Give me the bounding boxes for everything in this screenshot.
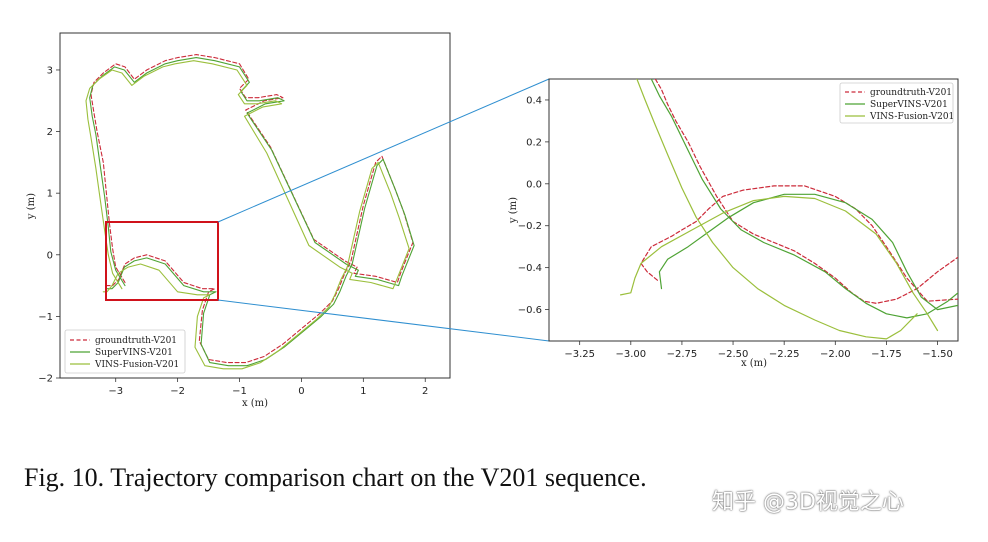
zoom-legend-label: SuperVINS-V201 (870, 100, 948, 110)
main-legend-label: groundtruth-V201 (95, 336, 177, 346)
main-y-tick-label: 0 (47, 250, 53, 261)
main-y-tick-label: 1 (47, 189, 53, 200)
zoom-series-supervins-line (658, 193, 958, 311)
zoom-series-vinsfusion-line (620, 195, 939, 332)
main-x-tick-label: −3 (108, 386, 123, 397)
zoom-trajectory-plot: −3.25 −3.00 −2.75 −2.50 −2.25 −2.00 −1.75 −1.50… (508, 78, 959, 369)
main-legend-label: VINS-Fusion-V201 (94, 360, 179, 370)
zoom-y-axis-label: y (m) (508, 197, 519, 224)
main-x-tick-label: 0 (298, 386, 304, 397)
zoom-highlight-box (105, 221, 219, 301)
main-series-supervins-line (89, 57, 415, 367)
main-x-tick-label: −2 (170, 386, 185, 397)
main-y-tick-label: −2 (38, 374, 53, 385)
zoom-x-tick-label: −3.00 (615, 349, 646, 360)
zoom-x-tick-label: −1.75 (871, 349, 902, 360)
main-y-tick-label: 2 (47, 127, 53, 138)
main-series-groundtruth-line (90, 54, 414, 364)
zoom-legend-label: VINS-Fusion-V201 (869, 112, 954, 122)
main-legend: groundtruth-V201 SuperVINS-V201 VINS-Fusio… (64, 329, 186, 374)
main-x-axis-label: x (m) (242, 398, 268, 409)
zoom-y-tick-label: −0.2 (518, 221, 542, 232)
zoom-x-tick-label: −1.50 (922, 349, 953, 360)
main-y-axis-label: y (m) (26, 193, 37, 220)
zoom-series-groundtruth-line-segment2 (654, 79, 958, 304)
main-x-tick-label: 2 (422, 386, 428, 397)
main-y-tick-label: −1 (38, 312, 53, 323)
zoom-x-tick-label: −3.25 (564, 349, 595, 360)
zoom-connector-top (217, 78, 550, 223)
zoom-y-tick-label: 0.4 (526, 95, 542, 106)
main-legend-label: SuperVINS-V201 (95, 348, 173, 358)
zoom-y-tick-label: 0.0 (526, 179, 542, 190)
watermark: 知乎 @3D视觉之心 (712, 490, 904, 515)
zoom-x-axis-label: x (m) (741, 358, 767, 369)
zoom-legend-label: groundtruth-V201 (870, 88, 952, 98)
zoom-x-tick-label: −2.00 (820, 349, 851, 360)
main-x-tick-label: −1 (232, 386, 247, 397)
main-series-vinsfusion-line (85, 60, 410, 370)
zoom-series-vinsfusion-line-segment2 (636, 79, 918, 340)
zoom-x-tick-label: −2.25 (769, 349, 800, 360)
zoom-legend: groundtruth-V201 SuperVINS-V201 VINS-Fusio… (839, 82, 954, 124)
zoom-connector-bottom (217, 299, 550, 342)
main-x-tick-label: 1 (360, 386, 366, 397)
zoom-series-groundtruth-line (640, 185, 958, 302)
figure-caption: Fig. 10. Trajectory comparison chart on … (24, 463, 647, 492)
zoom-y-tick-label: −0.4 (518, 263, 542, 274)
zoom-x-tick-label: −2.75 (667, 349, 698, 360)
main-y-tick-label: 3 (47, 65, 53, 76)
main-trajectory-plot: −3 −2 −1 0 1 2 −2 −1 0 1 2 3 x (m) y (m) groundtru… (26, 32, 451, 409)
zoom-x-tick-label: −2.50 (718, 349, 749, 360)
zoom-y-tick-label: 0.2 (526, 137, 542, 148)
zoom-y-tick-label: −0.6 (518, 305, 542, 316)
